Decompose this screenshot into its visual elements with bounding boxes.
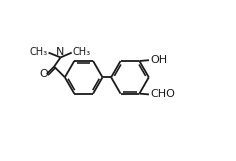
Text: CH₃: CH₃ — [30, 47, 48, 57]
Text: CHO: CHO — [150, 89, 175, 99]
Text: OH: OH — [150, 55, 167, 65]
Text: CH₃: CH₃ — [72, 47, 91, 57]
Text: N: N — [56, 47, 65, 57]
Text: O: O — [40, 69, 48, 79]
